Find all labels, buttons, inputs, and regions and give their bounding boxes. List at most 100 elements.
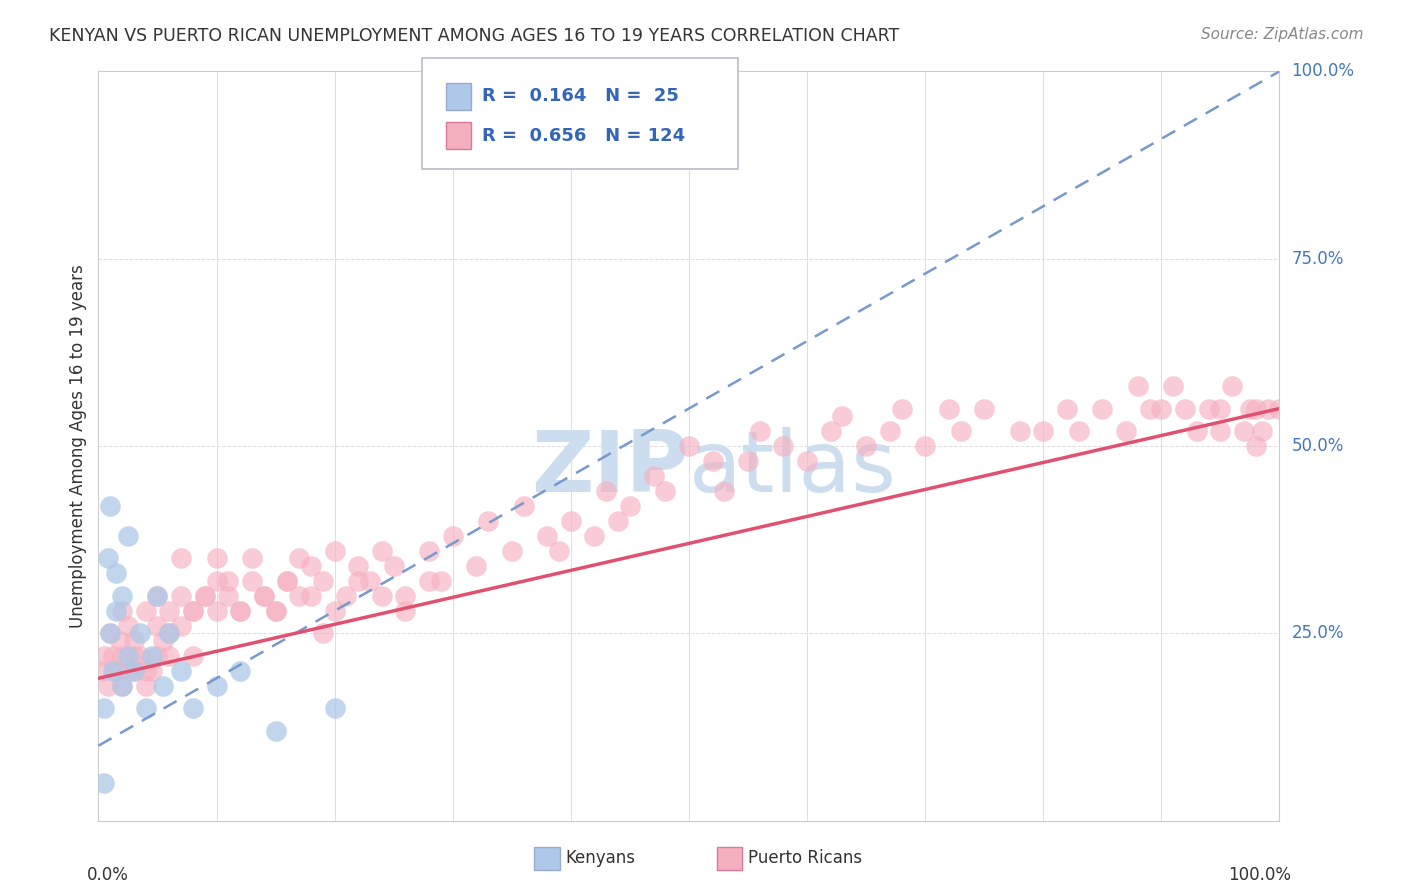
- Point: [323, 604, 346, 618]
- Point: [1257, 401, 1279, 416]
- Point: [1150, 401, 1173, 416]
- Point: [820, 424, 842, 438]
- Point: [101, 664, 124, 678]
- Point: [205, 574, 228, 588]
- Point: [135, 679, 157, 693]
- Point: [335, 589, 357, 603]
- Point: [1220, 379, 1243, 393]
- Point: [229, 604, 252, 618]
- Point: [394, 589, 416, 603]
- Point: [347, 558, 370, 573]
- Point: [879, 424, 901, 438]
- Point: [654, 483, 676, 498]
- Text: 75.0%: 75.0%: [1291, 250, 1344, 268]
- Point: [347, 574, 370, 588]
- Text: 50.0%: 50.0%: [1291, 437, 1344, 455]
- Point: [135, 701, 157, 715]
- Point: [748, 424, 770, 438]
- Point: [117, 664, 139, 678]
- Point: [1139, 401, 1161, 416]
- Point: [938, 401, 960, 416]
- Point: [973, 401, 995, 416]
- Point: [1233, 424, 1256, 438]
- Point: [108, 633, 131, 648]
- Point: [441, 529, 464, 543]
- Text: Puerto Ricans: Puerto Ricans: [748, 849, 862, 867]
- Point: [288, 589, 311, 603]
- Point: [890, 401, 912, 416]
- Point: [141, 664, 163, 678]
- Point: [97, 679, 120, 693]
- Point: [1239, 401, 1261, 416]
- Point: [1198, 401, 1220, 416]
- Point: [371, 544, 394, 558]
- Point: [737, 454, 759, 468]
- Point: [111, 648, 134, 663]
- Point: [128, 626, 150, 640]
- Point: [93, 701, 115, 715]
- Point: [170, 589, 193, 603]
- Point: [1174, 401, 1197, 416]
- Point: [170, 619, 193, 633]
- Point: [135, 664, 157, 678]
- Point: [264, 604, 287, 618]
- Point: [111, 679, 134, 693]
- Point: [111, 604, 134, 618]
- Point: [1244, 439, 1267, 453]
- Point: [1008, 424, 1031, 438]
- Point: [117, 619, 139, 633]
- Point: [253, 589, 276, 603]
- Point: [217, 574, 239, 588]
- Point: [359, 574, 381, 588]
- Point: [276, 574, 298, 588]
- Point: [229, 604, 252, 618]
- Point: [713, 483, 735, 498]
- Point: [323, 701, 346, 715]
- Point: [157, 626, 180, 640]
- Point: [194, 589, 217, 603]
- Point: [772, 439, 794, 453]
- Point: [240, 574, 263, 588]
- Text: KENYAN VS PUERTO RICAN UNEMPLOYMENT AMONG AGES 16 TO 19 YEARS CORRELATION CHART: KENYAN VS PUERTO RICAN UNEMPLOYMENT AMON…: [49, 27, 900, 45]
- Point: [122, 664, 145, 678]
- Point: [194, 589, 217, 603]
- Point: [253, 589, 276, 603]
- Point: [1032, 424, 1054, 438]
- Point: [101, 648, 124, 663]
- Point: [643, 469, 665, 483]
- Point: [181, 604, 204, 618]
- Point: [299, 589, 322, 603]
- Point: [312, 574, 335, 588]
- Point: [312, 626, 335, 640]
- Point: [170, 551, 193, 566]
- Text: ZIP: ZIP: [531, 427, 689, 510]
- Point: [146, 648, 169, 663]
- Point: [914, 439, 936, 453]
- Point: [1209, 401, 1232, 416]
- Point: [607, 514, 630, 528]
- Text: R =  0.656   N = 124: R = 0.656 N = 124: [482, 127, 685, 145]
- Point: [181, 604, 204, 618]
- Point: [536, 529, 558, 543]
- Point: [146, 589, 169, 603]
- Point: [111, 589, 134, 603]
- Point: [264, 723, 287, 738]
- Point: [1268, 401, 1291, 416]
- Point: [583, 529, 606, 543]
- Point: [323, 544, 346, 558]
- Point: [1250, 424, 1272, 438]
- Point: [157, 648, 180, 663]
- Point: [205, 604, 228, 618]
- Point: [831, 409, 853, 423]
- Point: [430, 574, 453, 588]
- Point: [205, 551, 228, 566]
- Point: [122, 648, 145, 663]
- Point: [98, 626, 121, 640]
- Point: [548, 544, 571, 558]
- Point: [91, 664, 114, 678]
- Point: [181, 701, 204, 715]
- Point: [1126, 379, 1149, 393]
- Text: atlas: atlas: [689, 427, 897, 510]
- Point: [181, 648, 204, 663]
- Point: [702, 454, 724, 468]
